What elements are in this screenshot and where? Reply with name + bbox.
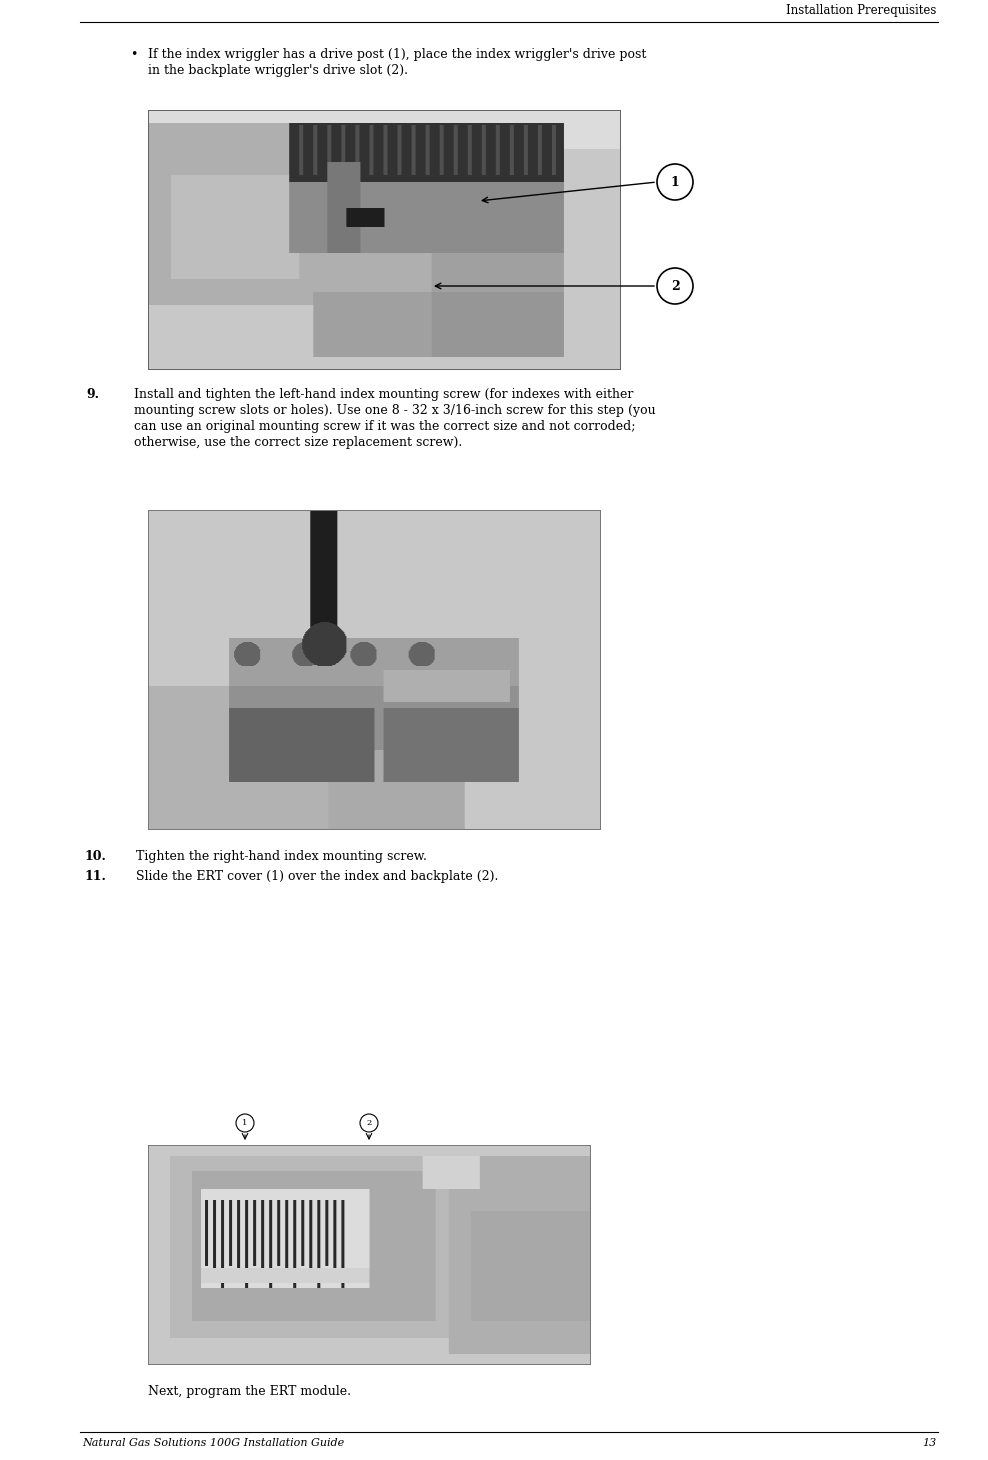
Text: 11.: 11. <box>84 870 106 883</box>
Circle shape <box>657 269 693 304</box>
Circle shape <box>360 1114 378 1132</box>
Text: otherwise, use the correct size replacement screw).: otherwise, use the correct size replacem… <box>134 437 462 450</box>
Text: mounting screw slots or holes). Use one 8 - 32 x 3/16-inch screw for this step (: mounting screw slots or holes). Use one … <box>134 404 656 418</box>
Text: 1: 1 <box>671 175 680 188</box>
Text: Installation Prerequisites: Installation Prerequisites <box>785 4 936 18</box>
Text: 13: 13 <box>922 1438 936 1448</box>
Text: can use an original mounting screw if it was the correct size and not corroded;: can use an original mounting screw if it… <box>134 420 635 434</box>
Text: Tighten the right-hand index mounting screw.: Tighten the right-hand index mounting sc… <box>136 850 427 863</box>
Text: in the backplate wriggler's drive slot (2).: in the backplate wriggler's drive slot (… <box>148 64 408 77</box>
Text: Slide the ERT cover (1) over the index and backplate (2).: Slide the ERT cover (1) over the index a… <box>136 870 498 883</box>
Text: 1: 1 <box>242 1118 248 1127</box>
Circle shape <box>236 1114 254 1132</box>
Text: 10.: 10. <box>84 850 106 863</box>
Text: If the index wriggler has a drive post (1), place the index wriggler's drive pos: If the index wriggler has a drive post (… <box>148 48 646 61</box>
Text: 9.: 9. <box>86 388 99 402</box>
Text: Natural Gas Solutions 100G Installation Guide: Natural Gas Solutions 100G Installation … <box>82 1438 344 1448</box>
Text: 2: 2 <box>367 1118 371 1127</box>
Text: •: • <box>130 48 137 61</box>
Text: Next, program the ERT module.: Next, program the ERT module. <box>148 1386 351 1399</box>
Circle shape <box>657 164 693 200</box>
Text: 2: 2 <box>671 279 680 292</box>
Text: Install and tighten the left-hand index mounting screw (for indexes with either: Install and tighten the left-hand index … <box>134 388 633 402</box>
